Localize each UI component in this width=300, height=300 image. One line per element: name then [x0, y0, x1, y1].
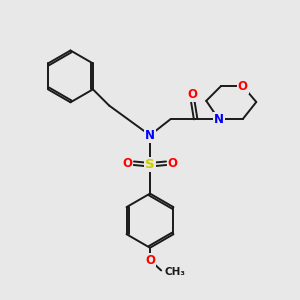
Text: O: O — [168, 157, 178, 170]
Text: O: O — [145, 254, 155, 267]
Text: O: O — [168, 157, 178, 170]
Text: O: O — [238, 80, 248, 93]
Text: N: N — [145, 129, 155, 142]
Text: S: S — [145, 158, 155, 171]
Text: O: O — [122, 157, 132, 170]
Text: O: O — [122, 157, 132, 170]
Text: N: N — [214, 112, 224, 126]
Text: CH₃: CH₃ — [164, 267, 185, 277]
Text: N: N — [214, 112, 224, 126]
Text: S: S — [145, 158, 155, 171]
Text: O: O — [188, 88, 198, 101]
